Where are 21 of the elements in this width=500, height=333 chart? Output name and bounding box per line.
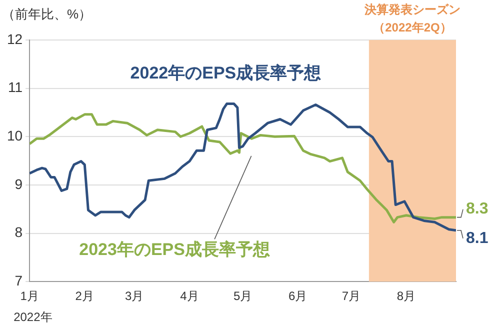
x-tick-label: 3月 xyxy=(125,289,144,304)
x-tick-label: 5月 xyxy=(233,289,252,304)
x-tick-label: 1月 xyxy=(20,289,39,304)
y-tick-label: 9 xyxy=(14,176,23,192)
x-tick-label: 2月 xyxy=(75,289,94,304)
x-axis-title: 2022年 xyxy=(14,310,52,324)
y-tick-label: 11 xyxy=(8,79,23,96)
text: 2023年のEPS成長率予想 xyxy=(79,240,271,259)
x-tick-label: 7月 xyxy=(342,289,361,304)
x-tick-label: 4月 xyxy=(180,289,199,304)
x-tick-label: 6月 xyxy=(288,289,308,304)
x-tick-label: 8月 xyxy=(396,289,416,304)
band-label: 決算発表シーズン（2022年2Q） xyxy=(363,2,460,34)
y-tick-label: 12 xyxy=(6,30,23,47)
y-tick-label: 10 xyxy=(6,128,23,144)
y-axis-title: （前年比、%） xyxy=(2,6,92,22)
data-label: 8.3 xyxy=(466,200,488,218)
data-label: 8.1 xyxy=(466,230,488,247)
series-label: 2022年のEPS成長率予想 xyxy=(130,64,322,83)
y-tick-label: 7 xyxy=(14,272,23,288)
y-tick-label: 8 xyxy=(14,224,23,240)
